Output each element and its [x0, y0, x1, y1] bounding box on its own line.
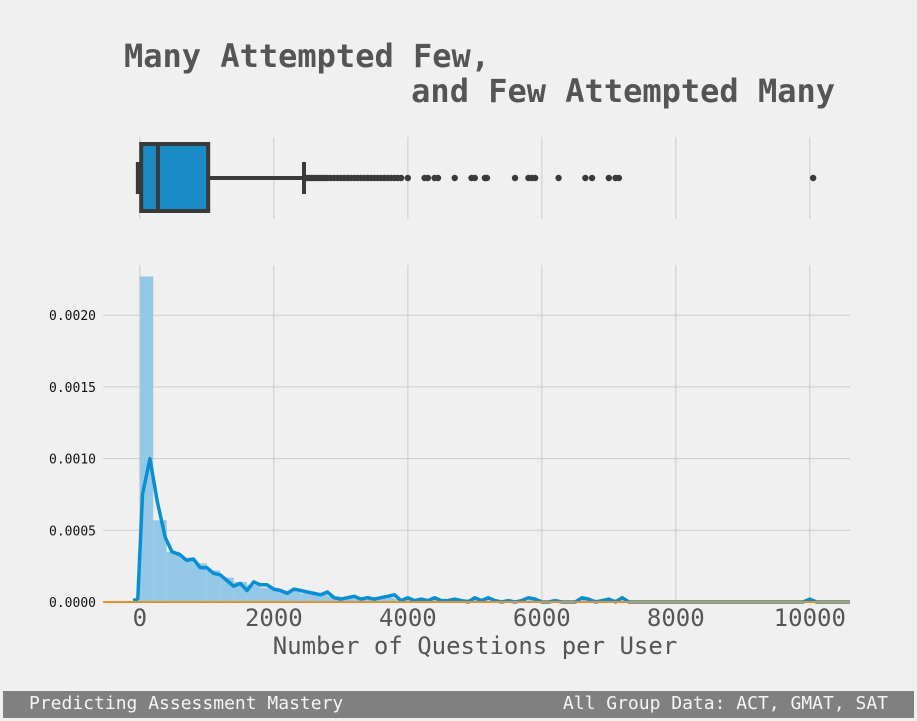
y-tick-label-2: 0.0010 — [49, 453, 96, 468]
chart-title: Many Attempted Few, and Few Attempted Ma… — [124, 37, 835, 110]
boxplot-outlier-36 — [451, 174, 458, 182]
chart-figure: Many Attempted Few, and Few Attempted Ma… — [49, 37, 850, 660]
boxplot-outlier-51 — [809, 174, 817, 182]
histogram-bar-12 — [300, 593, 315, 602]
histogram-bar-3 — [180, 557, 194, 602]
boxplot-outlier-46 — [582, 174, 589, 182]
boxplot-outlier-50 — [615, 174, 623, 182]
boxplot-outlier-33 — [424, 174, 432, 182]
histogram-bar-1 — [153, 520, 167, 602]
x-tick-labels: 0 2000 4000 6000 8000 10000 — [133, 604, 846, 632]
boxplot-marks — [135, 142, 817, 213]
x-tick-label-1: 2000 — [245, 604, 303, 632]
boxplot-outlier-45 — [555, 174, 562, 182]
footer-data-source: All Group Data: ACT, GMAT, SAT — [562, 693, 888, 714]
boxplot-outlier-48 — [605, 174, 613, 182]
y-tick-labels: 0.0000 0.0005 0.0010 0.0015 0.0020 — [49, 309, 96, 611]
distribution-gridlines — [103, 265, 850, 602]
y-tick-label-4: 0.0020 — [49, 309, 96, 324]
boxplot-outlier-35 — [434, 174, 442, 182]
y-tick-label-3: 0.0015 — [49, 381, 96, 396]
x-tick-label-2: 4000 — [379, 604, 437, 632]
histogram-bar-13 — [314, 594, 328, 602]
x-tick-label-0: 0 — [133, 604, 147, 632]
boxplot-box — [139, 142, 211, 213]
boxplot-outlier-47 — [588, 174, 596, 182]
histogram-bar-2 — [166, 551, 181, 602]
boxplot-panel — [135, 137, 817, 219]
x-axis-label: Number of Questions per User — [273, 632, 678, 660]
x-tick-label-3: 6000 — [513, 604, 571, 632]
histogram-bar-5 — [206, 570, 221, 602]
boxplot-outlier-38 — [471, 174, 479, 182]
histogram-bars — [139, 276, 824, 602]
boxplot-outlier-31 — [404, 174, 412, 182]
footer-bar: Predicting Assessment Mastery All Group … — [3, 691, 914, 718]
boxplot-outlier-44 — [531, 174, 539, 182]
histogram-bar-11 — [287, 591, 301, 602]
footer-project-title: Predicting Assessment Mastery — [29, 693, 344, 714]
boxplot-outlier-30 — [397, 174, 405, 182]
histogram-bar-18 — [381, 597, 395, 602]
histogram-bar-15 — [340, 597, 355, 602]
histogram-bar-10 — [273, 590, 288, 602]
x-tick-label-5: 10000 — [774, 604, 846, 632]
y-tick-label-1: 0.0005 — [49, 524, 96, 539]
boxplot-outlier-40 — [483, 174, 491, 182]
x-tick-label-4: 8000 — [647, 604, 705, 632]
boxplot-outlier-41 — [511, 174, 519, 182]
chart-title-line-2: and Few Attempted Many — [411, 72, 835, 110]
chart-title-line-1: Many Attempted Few, — [124, 37, 490, 75]
histogram-bar-9 — [260, 587, 274, 602]
histogram-bar-4 — [193, 563, 207, 602]
distribution-panel: 0.0000 0.0005 0.0010 0.0015 0.0020 0 2000 4000… — [49, 265, 850, 660]
histogram-bar-8 — [247, 584, 261, 602]
y-tick-label-0: 0.0000 — [49, 596, 96, 611]
histogram-bar-0 — [139, 276, 154, 602]
